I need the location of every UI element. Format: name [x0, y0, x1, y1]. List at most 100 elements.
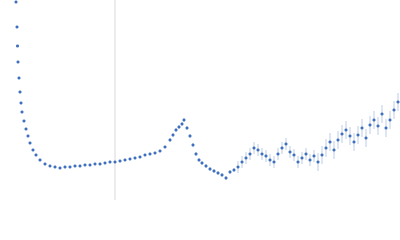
point — [185, 126, 189, 130]
point — [31, 148, 35, 152]
point — [356, 133, 360, 137]
point — [276, 152, 280, 156]
point — [252, 146, 256, 150]
point — [260, 152, 264, 156]
point — [118, 159, 122, 163]
point — [228, 170, 232, 174]
point — [392, 108, 396, 112]
point — [216, 171, 220, 175]
point — [316, 160, 320, 164]
point — [68, 165, 72, 169]
point — [133, 156, 137, 160]
point — [171, 133, 175, 137]
point — [244, 156, 248, 160]
point — [78, 164, 82, 168]
point — [220, 173, 224, 177]
point — [272, 160, 276, 164]
point — [344, 128, 348, 132]
point — [308, 158, 312, 162]
point — [103, 161, 107, 165]
point — [396, 100, 400, 104]
point — [83, 163, 87, 167]
chart — [14, 0, 400, 200]
point — [177, 125, 181, 129]
point — [332, 148, 336, 152]
point — [388, 118, 392, 122]
point — [58, 166, 62, 170]
point — [153, 151, 157, 155]
point — [284, 142, 288, 146]
point — [148, 152, 152, 156]
point — [16, 44, 19, 48]
point — [26, 134, 30, 138]
point — [88, 163, 92, 167]
point — [248, 152, 252, 156]
point — [268, 158, 272, 162]
point — [360, 126, 364, 130]
point — [304, 152, 308, 156]
point — [16, 60, 20, 64]
point — [324, 146, 328, 150]
point — [180, 122, 184, 126]
point — [143, 153, 147, 157]
point — [63, 165, 67, 169]
point — [163, 145, 167, 149]
point — [312, 154, 316, 158]
point — [53, 165, 57, 169]
point — [204, 164, 208, 168]
point — [364, 136, 368, 140]
point — [197, 158, 201, 162]
point — [328, 140, 332, 144]
point — [17, 76, 21, 80]
point — [182, 118, 186, 122]
point — [20, 110, 24, 114]
point — [300, 156, 304, 160]
point — [191, 143, 195, 147]
point — [138, 155, 142, 159]
point — [14, 0, 18, 4]
point — [380, 112, 384, 116]
point — [256, 148, 260, 152]
point — [376, 124, 380, 128]
point — [296, 160, 300, 164]
point — [123, 158, 127, 162]
point — [236, 165, 240, 169]
point — [34, 153, 38, 157]
point — [28, 141, 32, 145]
point — [73, 164, 77, 168]
point — [19, 101, 23, 105]
point — [113, 160, 117, 164]
point — [22, 119, 26, 123]
point — [336, 138, 340, 142]
point — [43, 162, 47, 166]
point — [340, 132, 344, 136]
point — [128, 157, 132, 161]
point — [264, 154, 268, 158]
point — [18, 90, 22, 94]
point — [194, 152, 198, 156]
point — [15, 25, 19, 29]
point — [352, 140, 356, 144]
point — [108, 160, 112, 164]
point — [24, 127, 28, 131]
point — [348, 134, 352, 138]
point — [212, 169, 216, 173]
point — [188, 134, 192, 138]
point — [158, 149, 162, 153]
point — [232, 168, 236, 172]
point — [372, 118, 376, 122]
point — [168, 138, 172, 142]
point — [292, 153, 296, 157]
point — [93, 162, 97, 166]
point — [98, 162, 102, 166]
point — [384, 126, 388, 130]
point — [288, 150, 292, 154]
point — [224, 176, 228, 180]
point — [38, 158, 42, 162]
point — [368, 123, 372, 127]
point — [240, 160, 244, 164]
point — [280, 146, 284, 150]
point — [48, 164, 52, 168]
point — [174, 128, 178, 132]
point — [320, 153, 324, 157]
